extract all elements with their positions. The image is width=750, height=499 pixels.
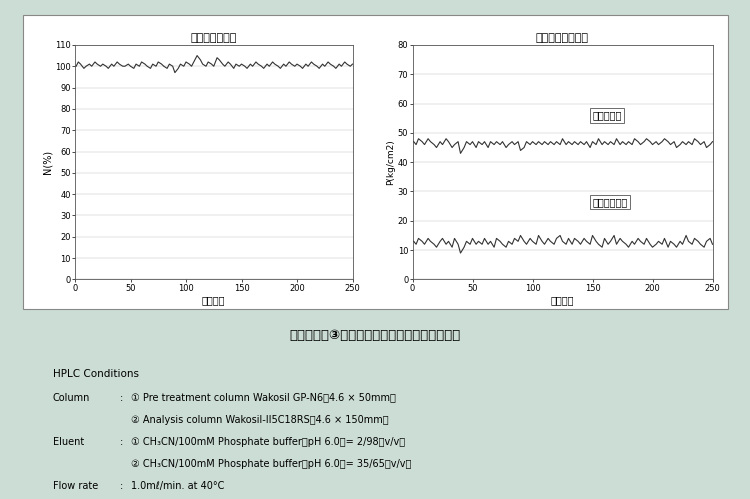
Text: :: : [120,393,123,403]
X-axis label: 分析回数: 分析回数 [202,295,226,305]
Text: :: : [120,437,123,447]
Y-axis label: P(kg/cm2): P(kg/cm2) [386,139,395,185]
Text: 分析カラム: 分析カラム [592,110,622,120]
Text: ② Analysis column Wakosil-II5C18RS（4.6 × 150mm）: ② Analysis column Wakosil-II5C18RS（4.6 ×… [131,415,388,425]
Text: ① Pre treatment column Wakosil GP-N6（4.6 × 50mm）: ① Pre treatment column Wakosil GP-N6（4.6… [131,393,396,403]
Y-axis label: N(%): N(%) [42,150,52,174]
Text: Flow rate: Flow rate [53,481,98,491]
Title: カラム圧力の変化: カラム圧力の変化 [536,33,589,43]
Text: Column: Column [53,393,90,403]
Text: HPLC Conditions: HPLC Conditions [53,369,139,379]
X-axis label: 分析回数: 分析回数 [550,295,574,305]
Title: 理論段数変化率: 理論段数変化率 [190,33,237,43]
Text: 1.0mℓ/min. at 40°C: 1.0mℓ/min. at 40°C [131,481,225,491]
Text: Eluent: Eluent [53,437,84,447]
Text: ② CH₃CN/100mM Phosphate buffer（pH 6.0）= 35/65（v/v）: ② CH₃CN/100mM Phosphate buffer（pH 6.0）= … [131,459,412,469]
Text: ① CH₃CN/100mM Phosphate buffer（pH 6.0）= 2/98（v/v）: ① CH₃CN/100mM Phosphate buffer（pH 6.0）= … [131,437,405,447]
Text: 図１．方法③を使用した場合の耐久性試験結果: 図１．方法③を使用した場合の耐久性試験結果 [290,329,460,342]
Text: 前処理カラム: 前処理カラム [592,197,628,207]
Text: :: : [120,481,123,491]
